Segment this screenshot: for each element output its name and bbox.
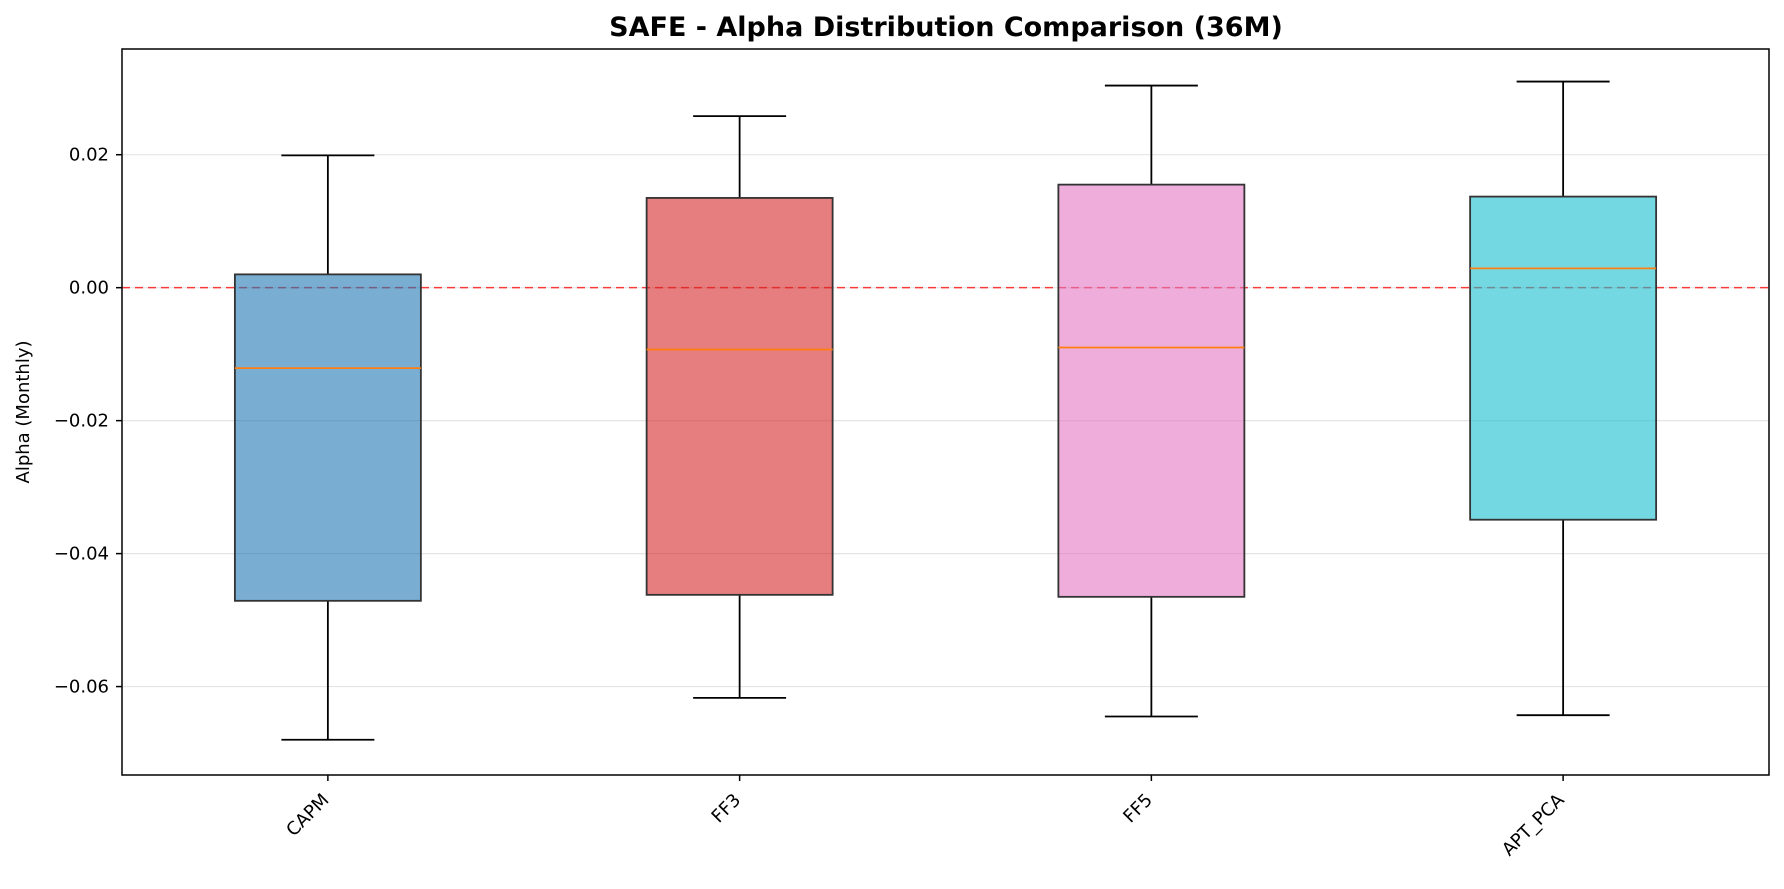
y-tick-label: 0.00 xyxy=(69,278,109,299)
y-tick-label: −0.02 xyxy=(54,411,109,432)
boxes xyxy=(233,80,1658,741)
x-axis: CAPM FF3 FF5 APT_PCA xyxy=(282,775,1569,860)
x-tick-label: CAPM xyxy=(282,790,333,841)
chart-title: SAFE - Alpha Distribution Comparison (36… xyxy=(609,12,1283,43)
y-tick-label: −0.06 xyxy=(54,677,109,698)
y-tick-label: 0.02 xyxy=(69,145,109,166)
box-group-apt-pca xyxy=(1469,80,1658,717)
x-tick-label: FF5 xyxy=(1119,790,1157,828)
box-rect xyxy=(1057,183,1246,598)
box-group-ff5 xyxy=(1057,84,1246,718)
box-rect xyxy=(1469,195,1658,521)
box-rect xyxy=(233,273,422,602)
y-axis: 0.02 0.00 −0.02 −0.04 −0.06 xyxy=(54,145,122,698)
y-axis-label: Alpha (Monthly) xyxy=(13,340,34,483)
x-tick-label: APT_PCA xyxy=(1498,789,1569,860)
box-group-capm xyxy=(233,154,422,741)
box-group-ff3 xyxy=(645,115,834,699)
x-tick-label: FF3 xyxy=(708,790,746,828)
plot-frame xyxy=(121,48,1770,776)
y-tick-label: −0.04 xyxy=(54,544,109,565)
box-rect xyxy=(645,197,834,596)
